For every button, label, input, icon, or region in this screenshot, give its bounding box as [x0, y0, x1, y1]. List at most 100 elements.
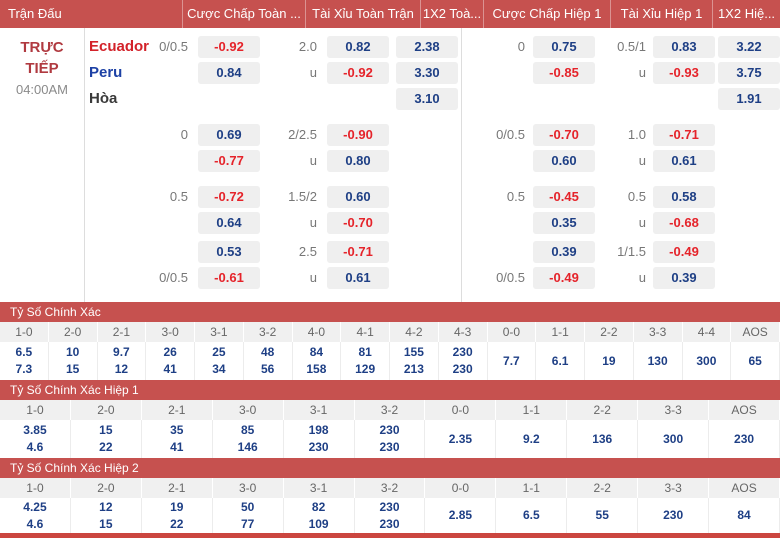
score-odds-value[interactable]: 2.85 — [448, 508, 473, 522]
odds-value-cell[interactable]: 0.64 — [198, 212, 260, 234]
score-odds-value[interactable]: 55 — [595, 508, 609, 522]
odds-value-cell[interactable]: 0.39 — [653, 267, 715, 289]
score-odds-value[interactable]: 19 — [602, 353, 616, 368]
score-odds-value-away[interactable]: 109 — [308, 516, 329, 531]
odds-value-cell[interactable]: 3.10 — [396, 88, 458, 110]
score-odds-cell[interactable]: 9.7 12 — [98, 342, 147, 380]
score-odds-cell[interactable]: 65 — [731, 342, 780, 380]
odds-value-cell[interactable]: -0.49 — [533, 267, 595, 289]
score-odds-value-home[interactable]: 84 — [309, 345, 324, 359]
score-odds-cell[interactable]: 48 56 — [244, 342, 293, 380]
score-odds-cell[interactable]: 10 15 — [49, 342, 98, 380]
score-odds-cell[interactable]: 7.7 — [488, 342, 537, 380]
score-odds-cell[interactable]: 84 158 — [293, 342, 342, 380]
score-odds-cell[interactable]: 50 77 — [213, 498, 284, 533]
odds-value-cell[interactable]: 3.75 — [718, 62, 780, 84]
odds-value-cell[interactable]: -0.68 — [653, 212, 715, 234]
odds-value-cell[interactable]: -0.71 — [327, 241, 389, 263]
score-odds-cell[interactable]: 6.5 7.3 — [0, 342, 49, 380]
score-odds-cell[interactable]: 230 230 — [439, 342, 488, 380]
score-odds-value-away[interactable]: 22 — [170, 516, 184, 531]
odds-value-cell[interactable]: 0.60 — [327, 186, 389, 208]
score-odds-value-home[interactable]: 10 — [65, 345, 80, 359]
score-odds-value-home[interactable]: 35 — [170, 423, 184, 437]
score-odds-value-home[interactable]: 230 — [379, 423, 400, 437]
score-odds-value-home[interactable]: 155 — [403, 345, 424, 359]
odds-value-cell[interactable]: -0.49 — [653, 241, 715, 263]
score-odds-value-away[interactable]: 230 — [308, 440, 329, 454]
score-odds-value-home[interactable]: 82 — [311, 499, 326, 514]
score-odds-value-away[interactable]: 34 — [212, 362, 226, 376]
score-odds-cell[interactable]: 300 — [683, 342, 732, 380]
score-odds-value[interactable]: 130 — [647, 353, 668, 368]
odds-value-cell[interactable]: -0.90 — [327, 124, 389, 146]
score-odds-cell[interactable]: 230 230 — [355, 498, 426, 533]
odds-value-cell[interactable]: -0.77 — [198, 150, 260, 172]
score-odds-value-home[interactable]: 50 — [240, 499, 255, 514]
odds-value-cell[interactable]: 3.22 — [718, 36, 780, 58]
score-odds-value-home[interactable]: 6.5 — [15, 345, 33, 359]
score-odds-cell[interactable]: 6.5 — [496, 498, 568, 533]
score-odds-value-home[interactable]: 15 — [99, 423, 113, 437]
odds-value-cell[interactable]: 3.30 — [396, 62, 458, 84]
score-odds-cell[interactable]: 82 109 — [284, 498, 355, 533]
score-odds-value-away[interactable]: 15 — [99, 516, 113, 531]
score-odds-value-away[interactable]: 146 — [237, 440, 258, 454]
odds-value-cell[interactable]: 0.83 — [653, 36, 715, 58]
score-odds-value[interactable]: 6.1 — [551, 353, 569, 368]
odds-value-cell[interactable]: -0.93 — [653, 62, 715, 84]
score-odds-value-away[interactable]: 4.6 — [26, 440, 44, 454]
odds-value-cell[interactable]: 0.75 — [533, 36, 595, 58]
score-odds-value-away[interactable]: 230 — [379, 440, 400, 454]
score-odds-value-home[interactable]: 81 — [358, 345, 372, 359]
score-odds-cell[interactable]: 6.1 — [536, 342, 585, 380]
odds-value-cell[interactable]: -0.61 — [198, 267, 260, 289]
odds-value-cell[interactable]: 0.61 — [327, 267, 389, 289]
score-odds-cell[interactable]: 85 146 — [213, 420, 284, 458]
score-odds-value-home[interactable]: 9.7 — [113, 345, 130, 359]
score-odds-value[interactable]: 300 — [696, 353, 717, 368]
score-odds-value-away[interactable]: 230 — [452, 362, 473, 376]
score-odds-cell[interactable]: 25 34 — [195, 342, 244, 380]
score-odds-cell[interactable]: 19 — [585, 342, 634, 380]
score-odds-cell[interactable]: 55 — [567, 498, 639, 533]
odds-value-cell[interactable]: -0.92 — [198, 36, 260, 58]
odds-value-cell[interactable]: 0.61 — [653, 150, 715, 172]
odds-value-cell[interactable]: -0.70 — [327, 212, 389, 234]
score-odds-value-home[interactable]: 12 — [99, 499, 113, 514]
score-odds-value-away[interactable]: 213 — [403, 362, 424, 376]
score-odds-cell[interactable]: 35 41 — [142, 420, 213, 458]
score-odds-value-away[interactable]: 4.6 — [26, 516, 44, 531]
score-odds-cell[interactable]: 198 230 — [284, 420, 355, 458]
odds-value-cell[interactable]: -0.70 — [533, 124, 595, 146]
score-odds-value-away[interactable]: 41 — [170, 440, 184, 454]
score-odds-cell[interactable]: 130 — [634, 342, 683, 380]
odds-value-cell[interactable]: 0.82 — [327, 36, 389, 58]
odds-value-cell[interactable]: 0.58 — [653, 186, 715, 208]
score-odds-cell[interactable]: 15 22 — [71, 420, 142, 458]
score-odds-cell[interactable]: 4.25 4.6 — [0, 498, 71, 533]
score-odds-cell[interactable]: 26 41 — [146, 342, 195, 380]
score-odds-value-away[interactable]: 15 — [65, 362, 80, 376]
score-odds-cell[interactable]: 230 — [709, 420, 780, 458]
score-odds-cell[interactable]: 3.85 4.6 — [0, 420, 71, 458]
score-odds-value-away[interactable]: 7.3 — [15, 362, 33, 376]
score-odds-value[interactable]: 7.7 — [503, 353, 520, 368]
odds-value-cell[interactable]: 0.60 — [533, 150, 595, 172]
score-odds-value[interactable]: 9.2 — [522, 431, 540, 446]
score-odds-value[interactable]: 84 — [737, 508, 751, 522]
score-odds-value[interactable]: 2.35 — [448, 431, 473, 446]
score-odds-cell[interactable]: 12 15 — [71, 498, 142, 533]
score-odds-value-home[interactable]: 85 — [240, 423, 255, 437]
score-odds-value-home[interactable]: 4.25 — [23, 499, 47, 514]
odds-value-cell[interactable]: 2.38 — [396, 36, 458, 58]
score-odds-value-home[interactable]: 19 — [170, 499, 184, 514]
score-odds-value-away[interactable]: 56 — [260, 362, 275, 376]
odds-value-cell[interactable]: 0.53 — [198, 241, 260, 263]
score-odds-value-away[interactable]: 129 — [355, 362, 376, 376]
score-odds-value-home[interactable]: 3.85 — [23, 423, 47, 437]
score-odds-cell[interactable]: 84 — [709, 498, 780, 533]
odds-value-cell[interactable]: -0.71 — [653, 124, 715, 146]
score-odds-cell[interactable]: 155 213 — [390, 342, 439, 380]
odds-value-cell[interactable]: 0.69 — [198, 124, 260, 146]
